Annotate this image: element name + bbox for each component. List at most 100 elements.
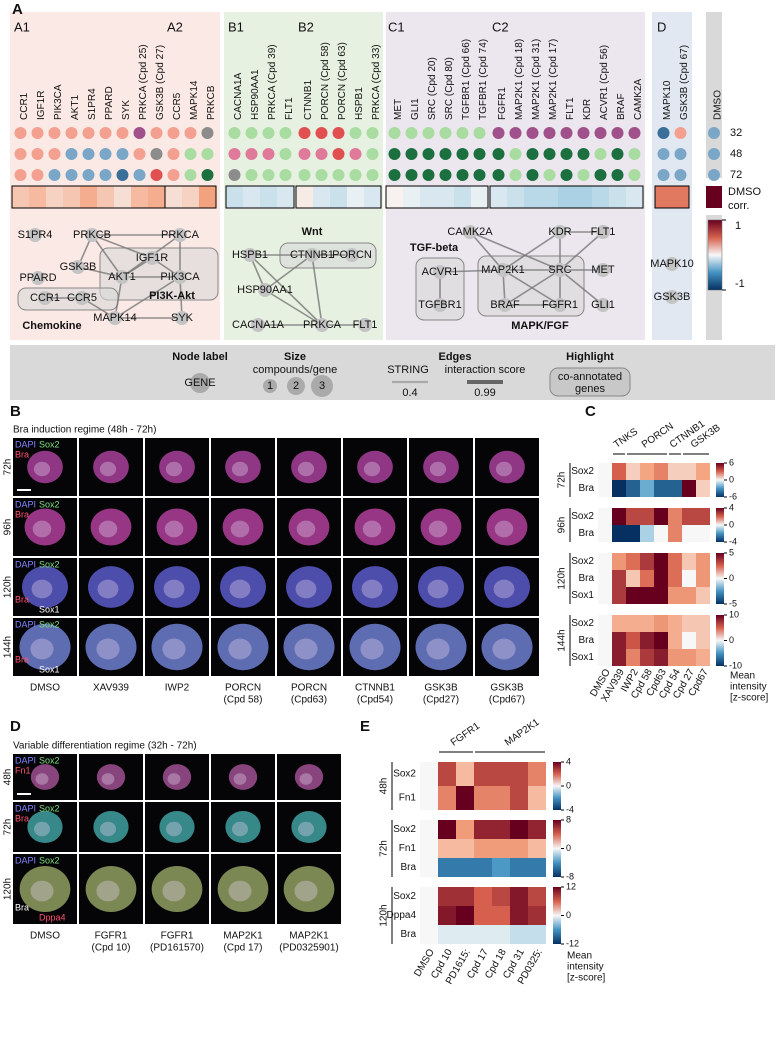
corr-cell — [260, 186, 277, 208]
corr-cell — [507, 186, 524, 208]
corr-cell — [609, 186, 626, 208]
heat-cell — [654, 463, 668, 480]
heat-cell — [420, 786, 438, 810]
dot — [629, 127, 641, 139]
dot — [32, 169, 44, 181]
dot — [510, 127, 522, 139]
legend-label: 3 — [319, 380, 325, 392]
dot — [474, 127, 486, 139]
organoid-core — [230, 580, 251, 599]
row-label: 72h — [3, 819, 14, 836]
dot — [367, 127, 379, 139]
gene-label: FGFR1 — [497, 87, 508, 120]
gene-label: PRKCA (Cpd 39) — [267, 44, 278, 120]
heat-cell — [492, 839, 510, 858]
heat-cell — [640, 508, 654, 525]
dot — [367, 148, 379, 160]
panel-label: D — [10, 718, 21, 735]
dot — [708, 127, 720, 139]
group-label: D — [657, 19, 666, 34]
corr-cell — [575, 186, 592, 208]
dot — [474, 148, 486, 160]
dot — [134, 127, 146, 139]
dot — [83, 148, 95, 160]
colorbar-tick-label: 10 — [729, 609, 739, 619]
colorbar-tick-label: 0 — [566, 843, 571, 853]
organoid-core — [294, 639, 317, 660]
node-label: GSK3B — [60, 261, 97, 273]
heat-cell — [492, 858, 510, 877]
gene-label: TGFBR1 (Cpd 74) — [478, 39, 489, 120]
dot — [100, 169, 112, 181]
dot — [246, 148, 258, 160]
colorbar — [716, 508, 724, 542]
colorbar-title: intensity — [730, 682, 767, 693]
organoid-core — [96, 881, 119, 902]
heat-cell — [696, 632, 710, 649]
colorbar-tick-label: -6 — [729, 491, 737, 501]
row-label: 144h — [3, 636, 14, 658]
node-label: PORCN — [332, 249, 372, 261]
legend-title: Highlight — [566, 351, 614, 363]
colorbar-tick-label: -4 — [729, 536, 737, 546]
column-label: (Cpd27) — [423, 695, 459, 706]
heat-cell — [420, 820, 438, 839]
heat-cell — [640, 463, 654, 480]
organoid-core — [360, 639, 383, 660]
organoid-core — [30, 881, 53, 902]
colorbar-title: [z-score] — [730, 693, 769, 704]
gene-label: FLT1 — [565, 97, 576, 120]
heat-cell — [438, 786, 456, 810]
time-label: 72h — [557, 472, 568, 489]
colorbar-tick-label: 0 — [566, 910, 571, 920]
organoid-core — [33, 521, 52, 538]
node-label: CCR1 — [30, 292, 60, 304]
corr-cell — [296, 186, 313, 208]
organoid-core — [495, 521, 514, 538]
column-label: PORCN — [291, 683, 327, 694]
dot — [612, 148, 624, 160]
node-label: FLT1 — [353, 319, 378, 331]
dot — [675, 148, 687, 160]
dot — [280, 169, 292, 181]
heat-cell — [456, 820, 474, 839]
timepoint-label: 48 — [730, 148, 742, 160]
legend-label: 1 — [267, 380, 273, 392]
organoid-core — [300, 773, 313, 785]
row-label: Sox2 — [393, 824, 416, 835]
dot — [406, 127, 418, 139]
heat-cell — [598, 508, 612, 525]
heat-cell — [682, 587, 696, 604]
corr-cell — [386, 186, 403, 208]
heat-cell — [474, 925, 492, 944]
dot — [15, 127, 27, 139]
heat-cell — [456, 762, 474, 786]
colorbar-tick-label: 5 — [729, 547, 734, 557]
dot — [168, 148, 180, 160]
node-label: PPARD — [19, 272, 56, 284]
heat-cell — [420, 858, 438, 877]
colorbar-tick-label: -10 — [729, 660, 742, 670]
channel-label: Sox2 — [39, 855, 60, 865]
heat-cell — [474, 858, 492, 877]
dot — [708, 169, 720, 181]
row-label: Sox1 — [571, 590, 594, 601]
corr-cell — [655, 186, 672, 208]
channel-label: Sox2 — [39, 439, 60, 449]
gene-label: ACVR1 (Cpd 56) — [599, 45, 610, 120]
heat-cell — [668, 553, 682, 570]
node-label: CACNA1A — [232, 319, 285, 331]
heat-cell — [492, 762, 510, 786]
channel-label: DAPI — [15, 619, 36, 629]
heat-cell — [682, 649, 696, 666]
dot — [100, 148, 112, 160]
heat-cell — [510, 906, 528, 925]
row-label: Bra — [400, 862, 416, 873]
dmso-label: DMSO — [713, 90, 724, 120]
dot — [100, 127, 112, 139]
channel-label: Sox1 — [39, 664, 60, 674]
node-label: CAMK2A — [447, 226, 493, 238]
panel-label: E — [360, 718, 370, 735]
organoid-core — [165, 521, 184, 538]
organoid-core — [234, 773, 247, 785]
